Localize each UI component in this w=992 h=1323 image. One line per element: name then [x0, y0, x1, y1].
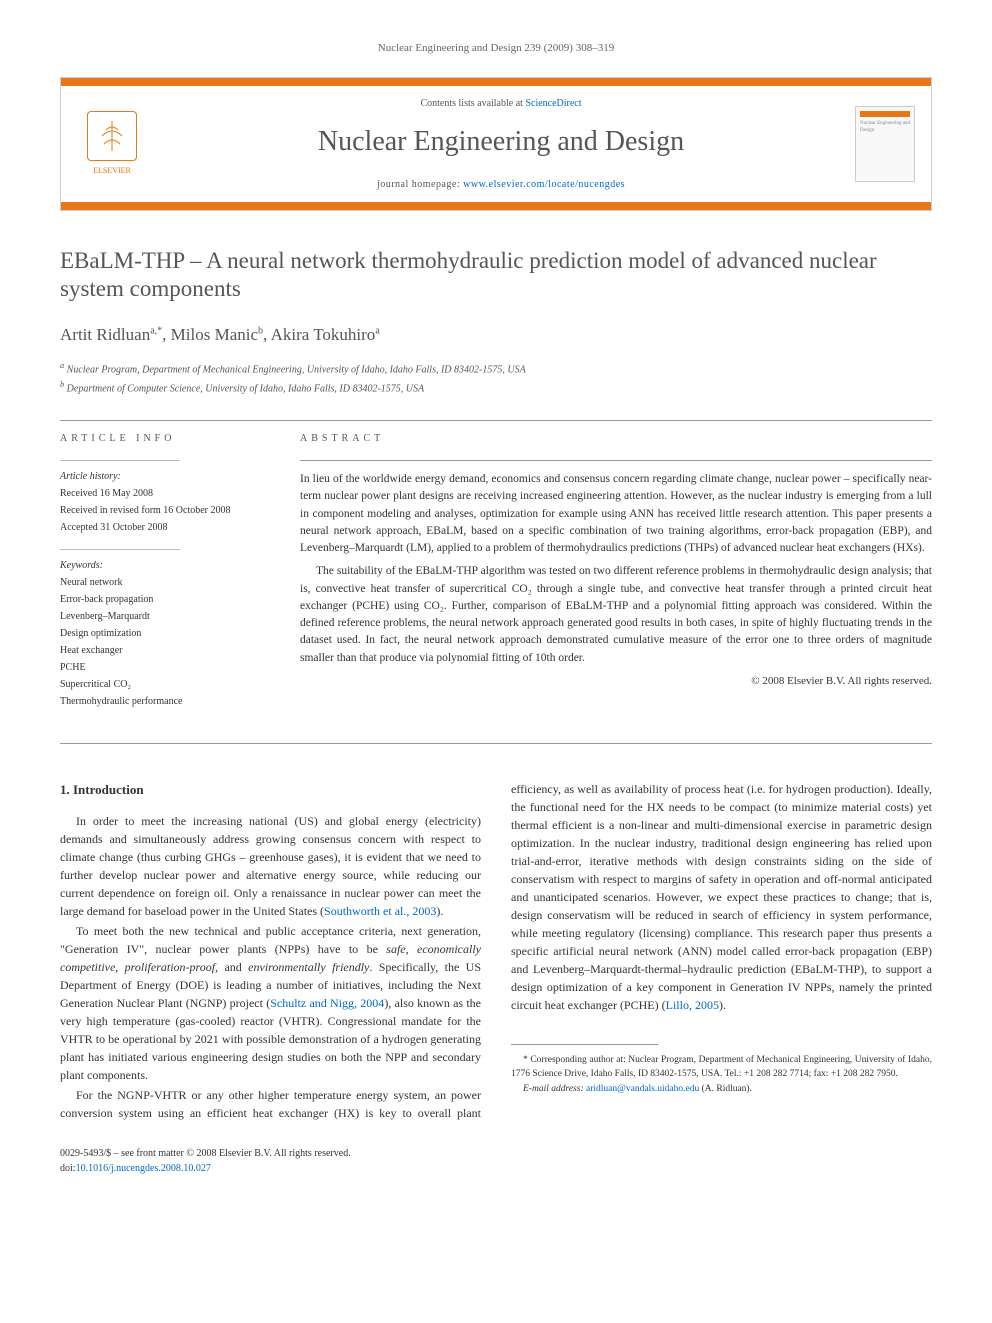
- email-link[interactable]: aridluan@vandals.uidaho.edu: [586, 1084, 699, 1094]
- journal-banner: ELSEVIER Contents lists available at Sci…: [60, 77, 932, 211]
- affil-b-sup: b: [60, 380, 64, 389]
- ref-schultz[interactable]: Schultz and Nigg, 2004: [270, 996, 384, 1010]
- footnote-block: * Corresponding author at: Nuclear Progr…: [511, 1044, 932, 1096]
- keyword-0: Neural network: [60, 575, 260, 590]
- body-p1-text-end: ).: [436, 904, 443, 918]
- email-footnote: E-mail address: aridluan@vandals.uidaho.…: [511, 1082, 932, 1096]
- article-title: EBaLM-THP – A neural network thermohydra…: [60, 247, 932, 305]
- abstract-heading: ABSTRACT: [300, 431, 932, 446]
- corresponding-author-footnote: * Corresponding author at: Nuclear Progr…: [511, 1053, 932, 1082]
- footnote-divider: [511, 1044, 658, 1045]
- history-label: Article history:: [60, 469, 260, 484]
- author-3-sup: a: [375, 325, 379, 336]
- authors-line: Artit Ridluana,*, Milos Manicb, Akira To…: [60, 322, 932, 348]
- body-p2-italic2: environmentally friendly: [248, 960, 369, 974]
- abstract-p2: The suitability of the EBaLM-THP algorit…: [300, 563, 932, 667]
- body-p1-text: In order to meet the increasing national…: [60, 814, 481, 918]
- doi-link[interactable]: 10.1016/j.nucengdes.2008.10.027: [76, 1163, 211, 1174]
- author-3: , Akira Tokuhiro: [263, 325, 375, 344]
- received-date: Received 16 May 2008: [60, 486, 260, 501]
- info-divider-2: [60, 549, 180, 550]
- ref-lillo[interactable]: Lillo, 2005: [666, 998, 719, 1012]
- affil-a-sup: a: [60, 361, 64, 370]
- affiliation-a: a Nuclear Program, Department of Mechani…: [60, 360, 932, 377]
- body-p2: To meet both the new technical and publi…: [60, 922, 481, 1084]
- info-divider-1: [60, 460, 180, 461]
- body-p3-b: ).: [719, 998, 726, 1012]
- body-p2-b: and: [218, 960, 248, 974]
- abstract-column: ABSTRACT In lieu of the worldwide energy…: [300, 431, 932, 723]
- cover-stripe: [860, 111, 910, 117]
- homepage-line: journal homepage: www.elsevier.com/locat…: [163, 177, 839, 192]
- keyword-6: Supercritical CO₂: [60, 677, 260, 692]
- article-info-column: ARTICLE INFO Article history: Received 1…: [60, 431, 260, 723]
- contents-line: Contents lists available at ScienceDirec…: [163, 96, 839, 111]
- cover-label: Nuclear Engineering and Design: [860, 120, 910, 135]
- elsevier-tree-icon: [87, 111, 137, 161]
- affiliations: a Nuclear Program, Department of Mechani…: [60, 360, 932, 397]
- banner-bar-top: [61, 78, 931, 86]
- footer-doi-line: doi:10.1016/j.nucengdes.2008.10.027: [60, 1161, 932, 1176]
- banner-bar-bottom: [61, 202, 931, 210]
- homepage-prefix: journal homepage:: [377, 179, 463, 190]
- journal-cover-thumb: Nuclear Engineering and Design: [855, 106, 915, 182]
- history-block: Article history: Received 16 May 2008 Re…: [60, 469, 260, 535]
- page-header: Nuclear Engineering and Design 239 (2009…: [60, 40, 932, 57]
- publisher-name: ELSEVIER: [93, 165, 131, 177]
- keyword-5: PCHE: [60, 660, 260, 675]
- abstract-copyright: © 2008 Elsevier B.V. All rights reserved…: [300, 673, 932, 690]
- top-divider: [60, 420, 932, 421]
- keyword-1: Error-back propagation: [60, 592, 260, 607]
- publisher-logo: ELSEVIER: [77, 106, 147, 182]
- author-1-sup: a,*: [150, 325, 162, 336]
- keyword-7: Thermohydraulic performance: [60, 694, 260, 709]
- keyword-4: Heat exchanger: [60, 643, 260, 658]
- abstract-p1: In lieu of the worldwide energy demand, …: [300, 471, 932, 557]
- author-1: Artit Ridluan: [60, 325, 150, 344]
- abstract-divider: [300, 460, 932, 461]
- affiliation-b: b Department of Computer Science, Univer…: [60, 379, 932, 396]
- contents-prefix: Contents lists available at: [420, 98, 525, 109]
- doi-prefix: doi:: [60, 1163, 76, 1174]
- info-abstract-row: ARTICLE INFO Article history: Received 1…: [60, 431, 932, 723]
- keywords-label: Keywords:: [60, 558, 260, 573]
- body-two-column: 1. Introduction In order to meet the inc…: [60, 780, 932, 1122]
- affil-b-text: Department of Computer Science, Universi…: [67, 383, 424, 394]
- banner-content: ELSEVIER Contents lists available at Sci…: [61, 86, 931, 202]
- affil-a-text: Nuclear Program, Department of Mechanica…: [67, 364, 526, 375]
- section-1-heading: 1. Introduction: [60, 780, 481, 800]
- sciencedirect-link[interactable]: ScienceDirect: [525, 98, 581, 109]
- footer-copyright: 0029-5493/$ – see front matter © 2008 El…: [60, 1146, 932, 1161]
- keyword-3: Design optimization: [60, 626, 260, 641]
- article-info-heading: ARTICLE INFO: [60, 431, 260, 446]
- keywords-block: Keywords: Neural network Error-back prop…: [60, 558, 260, 709]
- author-2: , Milos Manic: [162, 325, 258, 344]
- banner-center: Contents lists available at ScienceDirec…: [163, 96, 839, 192]
- revised-date: Received in revised form 16 October 2008: [60, 503, 260, 518]
- keyword-2: Levenberg–Marquardt: [60, 609, 260, 624]
- email-label: E-mail address:: [523, 1084, 584, 1094]
- email-suffix: (A. Ridluan).: [699, 1084, 752, 1094]
- ref-southworth[interactable]: Southworth et al., 2003: [324, 904, 436, 918]
- mid-divider: [60, 743, 932, 744]
- journal-name: Nuclear Engineering and Design: [163, 121, 839, 163]
- body-p1: In order to meet the increasing national…: [60, 812, 481, 920]
- page-footer: 0029-5493/$ – see front matter © 2008 El…: [60, 1146, 932, 1176]
- accepted-date: Accepted 31 October 2008: [60, 520, 260, 535]
- homepage-link[interactable]: www.elsevier.com/locate/nucengdes: [463, 179, 625, 190]
